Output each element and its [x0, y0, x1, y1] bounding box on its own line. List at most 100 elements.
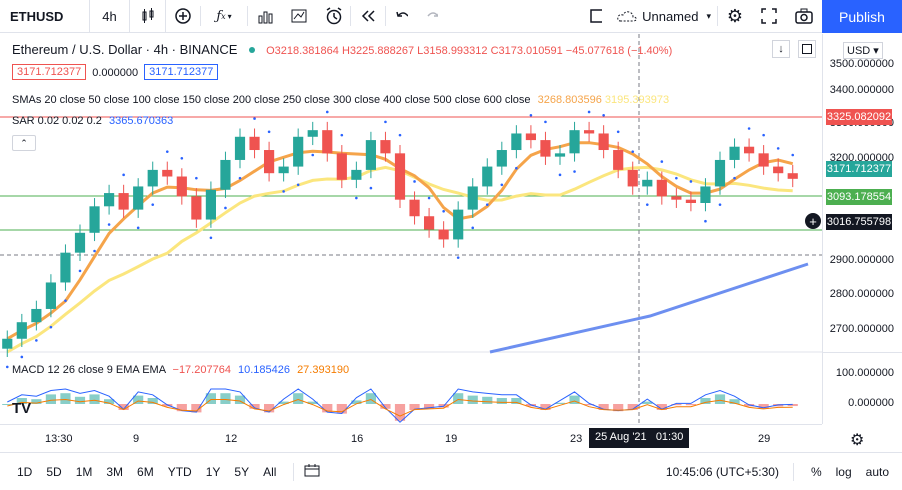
macd-histogram-bar [598, 404, 609, 410]
sar-dot [151, 203, 155, 206]
time-tick: 13:30 [45, 433, 73, 445]
range-6m[interactable]: 6M [137, 464, 154, 479]
chart-settings-gear-icon[interactable]: ⚙ [850, 432, 865, 449]
sar-legend[interactable]: SAR 0.02 0.02 0.2 3365.670363 [12, 115, 173, 127]
candle-body [191, 196, 202, 220]
range-1y[interactable]: 1Y [205, 464, 221, 479]
clock-timezone[interactable]: 10:45:06 (UTC+5:30) [665, 464, 779, 479]
sar-dot [616, 130, 620, 134]
sar-dot [573, 170, 576, 173]
range-3m[interactable]: 3M [106, 464, 124, 479]
spread-value: 0.000000 [92, 67, 139, 79]
time-axis[interactable]: 13:30 9 12 16 19 23 29 25 Aug '21 01:30 [0, 424, 822, 450]
sma-legend[interactable]: SMAs 20 close 50 close 100 close 150 clo… [12, 94, 669, 106]
sar-dot [267, 130, 271, 134]
macd-histogram-bar [220, 393, 231, 404]
sell-price-button[interactable]: 3171.712377 [12, 64, 87, 80]
sar-dot [384, 120, 387, 124]
sar-dot [471, 226, 475, 230]
sar-dot [325, 110, 329, 114]
macd-histogram-bar [176, 404, 187, 412]
range-1m[interactable]: 1M [75, 464, 93, 479]
chart-pane[interactable]: Ethereum / U.S. Dollar · 4h · BINANCE O3… [0, 34, 822, 424]
collapse-legend-button[interactable]: ⌃ [12, 135, 36, 151]
layout-name-button[interactable]: Unnamed ▾ [610, 0, 717, 33]
sma-value-2: 3195.393973 [604, 94, 670, 106]
candle-body [540, 140, 551, 157]
sar-dot [442, 209, 445, 213]
range-all[interactable]: All [263, 464, 277, 479]
candle-body [584, 130, 595, 134]
range-5d[interactable]: 5D [46, 464, 62, 479]
currency-selector[interactable]: USD ▾ [843, 42, 883, 59]
macd-value-1: −17.207764 [172, 364, 231, 376]
macd-histogram-bar [569, 395, 580, 404]
financials-icon[interactable] [248, 0, 282, 33]
templates-icon[interactable] [282, 0, 316, 33]
sar-dot [253, 117, 256, 120]
move-down-icon[interactable]: ↓ [772, 40, 790, 58]
indicators-icon[interactable]: ƒ x ▾ [216, 8, 232, 24]
candle-body [45, 282, 56, 309]
fullscreen-icon[interactable] [752, 0, 786, 33]
macd-histogram-bar [74, 396, 86, 404]
undo-icon[interactable] [386, 0, 416, 33]
range-5y[interactable]: 5Y [234, 464, 250, 479]
macd-histogram-bar [2, 404, 13, 405]
buy-price-button[interactable]: 3171.712377 [144, 64, 219, 80]
date-range-calendar-icon[interactable] [304, 463, 324, 480]
candle-body [598, 133, 609, 151]
fullscreen-toggle-icon[interactable] [580, 0, 610, 33]
ohlc-values: O3218.381864 H3225.888267 L3158.993312 C… [266, 45, 673, 57]
candle-body [307, 130, 318, 137]
candle-body [351, 169, 362, 180]
symbol-search[interactable]: ETHUSD [0, 0, 90, 33]
replay-icon[interactable] [351, 0, 385, 33]
alert-icon[interactable] [316, 0, 350, 33]
sar-dot [49, 325, 53, 329]
candle-body [438, 229, 449, 240]
macd-legend[interactable]: MACD 12 26 close 9 EMA EMA −17.207764 10… [12, 364, 349, 376]
settings-gear-icon[interactable]: ⚙ [726, 5, 744, 26]
sar-dot [427, 196, 431, 200]
tradingview-logo[interactable]: TV [12, 400, 32, 417]
log-toggle[interactable]: log [835, 464, 852, 479]
publish-button[interactable]: Publish [822, 0, 902, 33]
range-1d[interactable]: 1D [17, 464, 33, 479]
interval-button[interactable]: 4h [90, 0, 130, 33]
time-cursor-label: 25 Aug '21 01:30 [589, 428, 690, 448]
sar-dot [64, 299, 67, 302]
macd-histogram-bar [467, 395, 478, 404]
macd-histogram-bar [336, 404, 347, 414]
range-ytd[interactable]: YTD [167, 464, 192, 479]
auto-toggle[interactable]: auto [865, 464, 889, 479]
candle-body [2, 338, 13, 349]
add-alert-plus-icon[interactable]: + [805, 213, 821, 229]
candle-body [569, 130, 580, 154]
sar-dot [602, 113, 605, 117]
sar-dot [78, 269, 82, 273]
candle-body [409, 199, 420, 217]
macd-histogram-bar [758, 404, 769, 409]
macd-histogram-bar [234, 395, 246, 404]
time-tick: 23 [570, 433, 583, 445]
candles-icon[interactable] [130, 0, 166, 33]
candle-body [147, 169, 158, 187]
candle-body [133, 186, 144, 210]
macd-histogram-bar [147, 398, 158, 404]
maximize-pane-icon[interactable] [798, 40, 816, 58]
percent-toggle[interactable]: % [810, 464, 822, 479]
candle-body [205, 189, 216, 220]
cloud-icon [617, 11, 637, 22]
macd-value-3: 27.393190 [297, 364, 350, 376]
buy-sell-panel: 3171.712377 0.000000 3171.712377 [12, 64, 219, 80]
camera-icon[interactable] [786, 0, 822, 33]
sar-value: 3365.670363 [108, 115, 174, 127]
price-chart[interactable] [0, 34, 822, 424]
macd-histogram-bar [133, 395, 144, 404]
redo-icon[interactable] [416, 0, 446, 33]
candle-body [453, 209, 464, 240]
add-compare-icon[interactable] [166, 0, 200, 33]
macd-histogram-bar [627, 404, 638, 410]
sar-dot [5, 365, 9, 369]
